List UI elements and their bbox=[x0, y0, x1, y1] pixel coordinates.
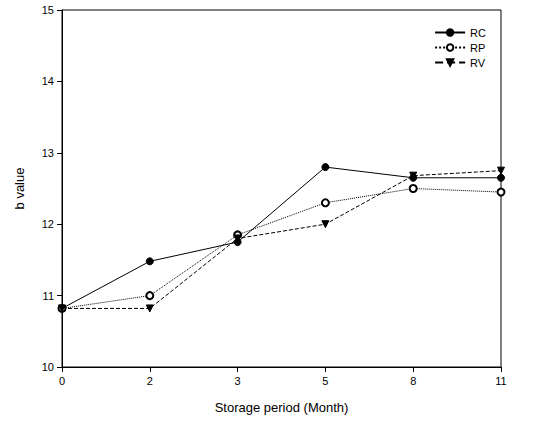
svg-text:11: 11 bbox=[43, 290, 54, 302]
svg-text:11: 11 bbox=[495, 375, 506, 387]
svg-text:12: 12 bbox=[42, 218, 54, 230]
svg-text:5: 5 bbox=[322, 375, 328, 387]
svg-text:3: 3 bbox=[235, 375, 241, 387]
svg-text:RP: RP bbox=[470, 42, 485, 54]
svg-text:13: 13 bbox=[42, 147, 54, 159]
svg-text:RC: RC bbox=[470, 27, 486, 39]
svg-text:0: 0 bbox=[59, 375, 65, 387]
svg-text:15: 15 bbox=[42, 4, 54, 16]
svg-text:RV: RV bbox=[470, 57, 486, 69]
svg-text:14: 14 bbox=[42, 75, 54, 87]
svg-text:Storage period (Month): Storage period (Month) bbox=[215, 400, 349, 415]
svg-text:b value: b value bbox=[12, 168, 27, 210]
svg-text:2: 2 bbox=[147, 375, 153, 387]
svg-text:8: 8 bbox=[410, 375, 416, 387]
svg-text:10: 10 bbox=[42, 361, 54, 373]
